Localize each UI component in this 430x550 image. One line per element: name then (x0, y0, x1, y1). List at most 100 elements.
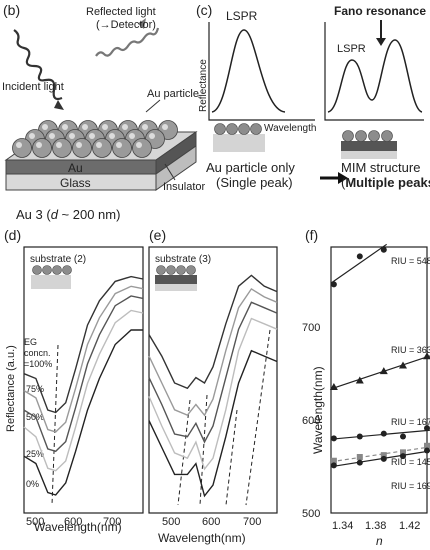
mini-particle (186, 265, 196, 275)
mini-particle (368, 130, 380, 142)
mim-schematic-glass (341, 151, 397, 159)
spectrum-line-4 (148, 349, 278, 498)
data-point (355, 376, 364, 384)
e-substrate: substrate (3) (155, 254, 211, 265)
au-particle (92, 138, 112, 158)
au-particle-text: Au particle (147, 88, 199, 100)
legend-title-3: =100% (24, 359, 52, 369)
e-guide-3 (225, 409, 238, 506)
d-xlabel: Wavelength(nm) (34, 520, 122, 534)
panel-e-label: (e) (149, 227, 166, 243)
spectrum-line-3 (23, 309, 144, 472)
fit-line-3 (330, 446, 430, 463)
insulator-text: Insulator (163, 181, 206, 193)
mini-particle (342, 130, 354, 142)
data-point (330, 281, 337, 288)
panel-f-label: (f) (305, 227, 318, 243)
data-point (424, 442, 430, 449)
mim-caption-2: (Multiple peaks) (341, 175, 430, 190)
data-point (380, 455, 387, 462)
e-xtick-600: 600 (202, 516, 220, 528)
e-xlabel: Wavelength(nm) (158, 531, 246, 545)
mini-particle (250, 123, 262, 135)
riu-548: RIU = 548 (391, 256, 430, 266)
c-xlabel: Wavelength (264, 123, 316, 134)
legend-title-1: EG (24, 337, 37, 347)
mini-particle (355, 130, 367, 142)
f-ytick-600: 600 (302, 415, 320, 427)
au-particle-highlight (89, 133, 95, 139)
au-particle-highlight (82, 124, 88, 130)
d-substrate: substrate (2) (30, 254, 86, 265)
au-particle-array (12, 120, 178, 158)
au-particle-highlight (116, 142, 122, 148)
d-xtick-700: 700 (103, 516, 121, 528)
au-particle-highlight (76, 142, 82, 148)
f-xlabel: n (376, 534, 383, 548)
lspr-title: LSPR (226, 9, 258, 23)
single-schematic-substrate (213, 134, 265, 152)
au-particle-pointer (145, 99, 161, 113)
mini-particles (32, 123, 393, 275)
data-point (356, 433, 363, 440)
lspr-small: LSPR (337, 43, 366, 55)
au-particle-highlight (42, 124, 48, 130)
riu-167: RIU = 167 (391, 417, 430, 427)
detector-text: (→Detector) (96, 19, 156, 31)
c-ylabel: Reflectance (198, 59, 209, 112)
au-particle-highlight (62, 124, 68, 130)
mini-particle (166, 265, 176, 275)
spectrum-line-4 (23, 329, 143, 496)
fit-line-4 (330, 450, 430, 468)
f-ytick-500: 500 (302, 508, 320, 520)
f-xtick-1: 1.34 (332, 520, 353, 532)
e-schematic-au (155, 275, 197, 284)
incident-arrowhead (54, 100, 64, 110)
panel-c-label: (c) (196, 2, 212, 18)
au-text: Au (68, 161, 83, 175)
e-schematic-glass (155, 284, 197, 291)
c-left-axes (208, 22, 315, 121)
data-point (330, 435, 337, 442)
incident-light-wave (13, 29, 63, 101)
au-particle (32, 138, 52, 158)
au-particle-highlight (102, 124, 108, 130)
mim-caption-1: MIM structure (341, 160, 420, 175)
f-ylabel: Wavelength(nm) (311, 366, 325, 454)
mini-particle (176, 265, 186, 275)
au-particle-highlight (129, 133, 135, 139)
au-particle-highlight (109, 133, 115, 139)
au-particle (12, 138, 32, 158)
f-frame (330, 246, 428, 514)
e-guide-2 (199, 394, 208, 506)
spectrum-line-3 (148, 317, 278, 471)
riu-363: RIU = 363 (391, 345, 430, 355)
au-particle-highlight (16, 142, 22, 148)
d-curve-label-0: 0% (26, 479, 39, 489)
fit-line-0 (330, 243, 388, 284)
data-point (380, 452, 387, 459)
f-xtick-3: 1.42 (399, 520, 420, 532)
reflected-light-text: Reflected light (86, 6, 156, 18)
single-caption-2: (Single peak) (216, 175, 293, 190)
d-curves (23, 275, 144, 496)
au-particle-highlight (49, 133, 55, 139)
data-point (400, 433, 406, 440)
d-xtick-600: 600 (64, 516, 82, 528)
d-curve-label-25: 25% (26, 449, 44, 459)
mini-particle (32, 265, 42, 275)
data-point (330, 457, 337, 464)
spectrum-line-0 (23, 275, 144, 414)
au-particle (52, 138, 72, 158)
e-frame (148, 246, 278, 514)
fano-arrowhead (376, 38, 386, 46)
data-point (423, 352, 430, 360)
f-xtick-2: 1.38 (365, 520, 386, 532)
au-particle-highlight (69, 133, 75, 139)
d-frame (23, 246, 144, 514)
incident-light-text: Incident light (2, 81, 64, 93)
spectrum-line-0 (148, 274, 278, 390)
data-point (380, 430, 387, 437)
mini-particle (238, 123, 250, 135)
